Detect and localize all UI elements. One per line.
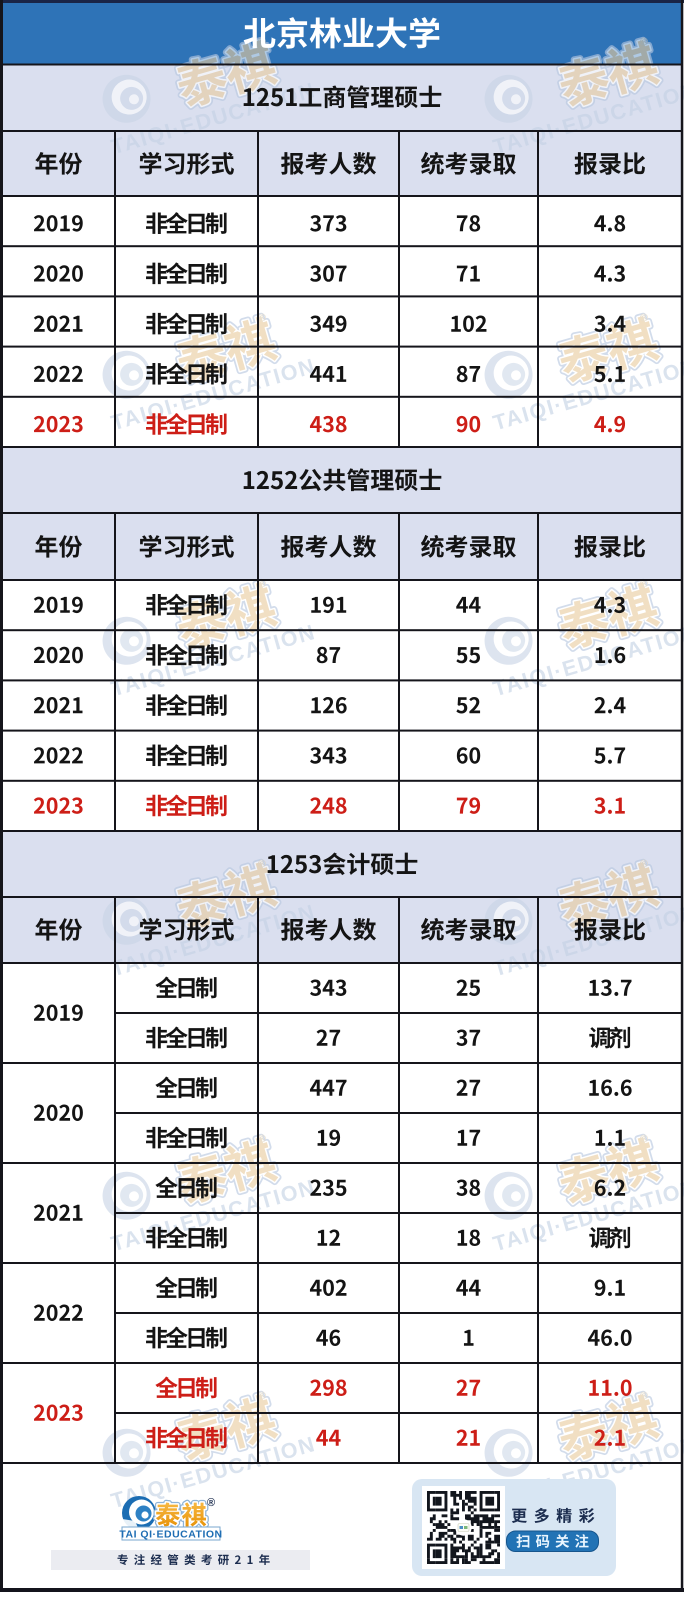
svg-text:®: ®: [207, 1497, 215, 1509]
svg-text:TAI QI·EDUCATION: TAI QI·EDUCATION: [119, 1529, 222, 1541]
